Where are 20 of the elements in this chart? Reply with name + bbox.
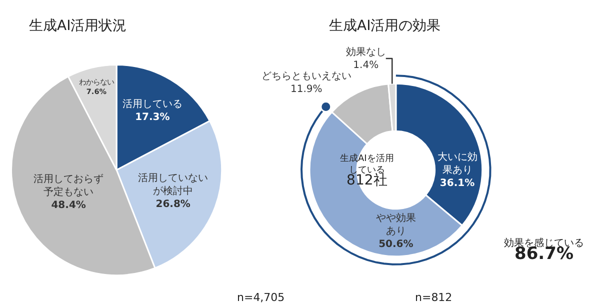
slice-label: どちらともいえない (261, 71, 352, 82)
slice-label: 活用している (122, 98, 182, 110)
data-label: 26.8% (156, 199, 190, 210)
chart-title: 生成AI活用状況 (29, 18, 127, 34)
data-label: 11.9% (290, 84, 322, 96)
slice-label: 大いに効果あり (437, 151, 478, 176)
slice-label: 活用していないが検討中 (138, 172, 208, 198)
data-label: 48.4% (51, 200, 86, 211)
slice-label: 活用しておらず予定もない (34, 172, 104, 198)
data-label: 7.6% (86, 86, 108, 96)
data-label: 17.3% (135, 112, 170, 124)
chart-title: 生成AI活用の効果 (329, 18, 441, 34)
data-label: 50.6% (378, 239, 414, 250)
data-label: 1.4% (353, 60, 379, 72)
slice-label: わからない (78, 77, 114, 86)
slice-label: 効果なし (346, 46, 386, 58)
text: n=4,705 (237, 291, 285, 304)
data-label: 36.1% (440, 178, 475, 190)
slice-label: やや効果あり (376, 212, 416, 238)
text: n=812 (415, 291, 452, 304)
